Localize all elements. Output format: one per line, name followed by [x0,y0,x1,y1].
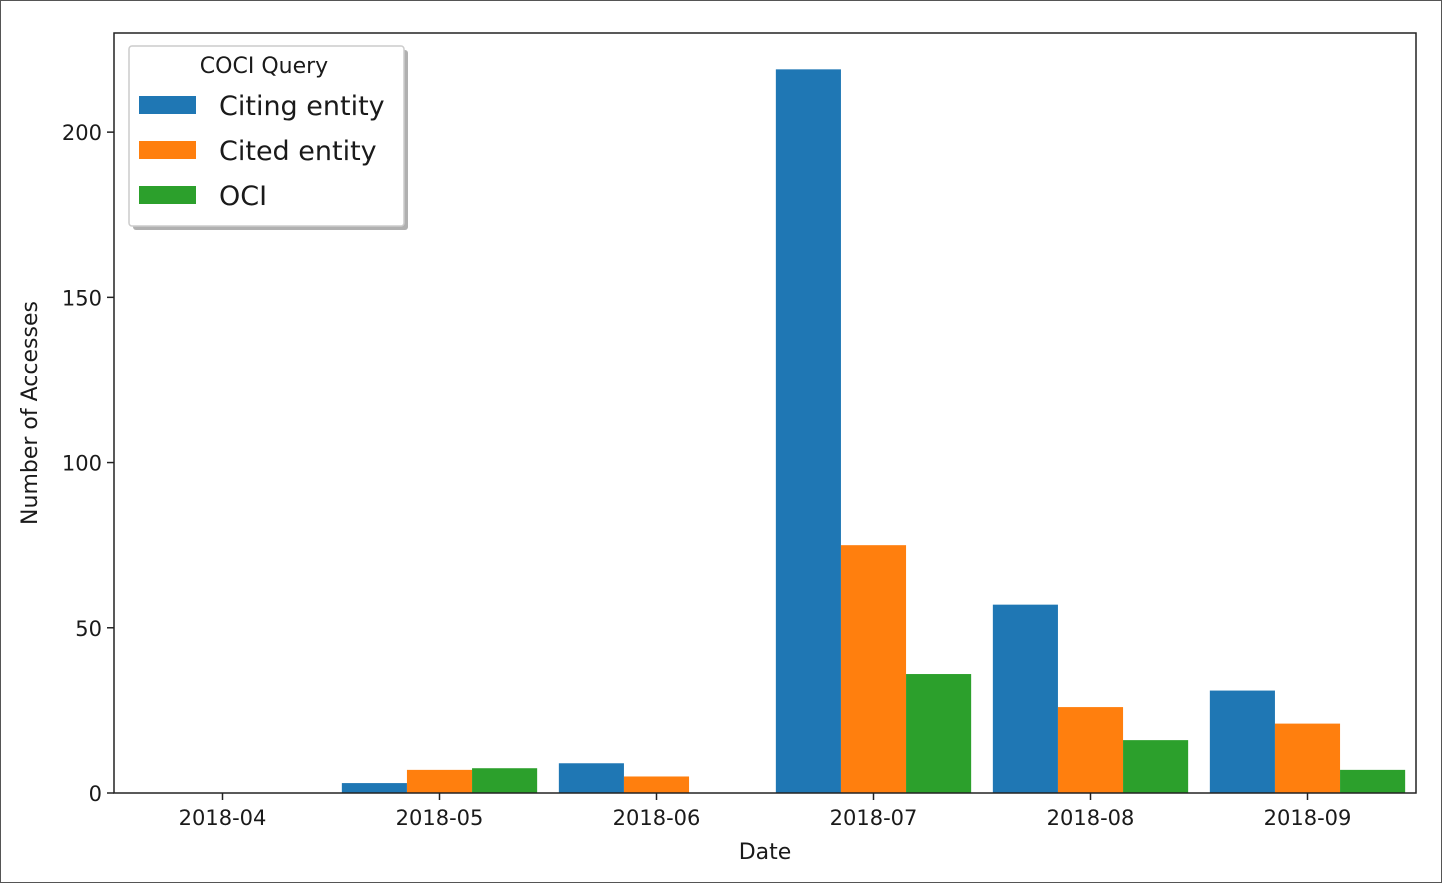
plot-border [113,32,1417,794]
legend-label-oci: OCI [219,181,267,212]
bar-oci-2018-08 [1123,740,1189,793]
bar-citing-entity-2018-07 [775,69,841,793]
legend-title: COCI Query [200,54,328,79]
legend-swatch-citing-entity [139,96,196,114]
x-tick-label: 2018-07 [830,806,918,830]
x-tick-label: 2018-06 [613,806,701,830]
legend: COCI Query Citing entity Cited entity OCI [128,45,408,230]
x-tick-label: 2018-04 [179,806,267,830]
legend-entries: Citing entity Cited entity OCI [139,91,385,212]
bar-citing-entity-2018-08 [992,604,1058,793]
bar-cited-entity-2018-09 [1274,723,1341,793]
bar-oci-2018-09 [1340,769,1406,793]
bar-citing-entity-2018-09 [1209,690,1275,793]
x-axis-label: Date [739,840,792,865]
bar-citing-entity-2018-05 [341,783,407,793]
y-tick-label: 0 [89,782,102,806]
y-tick-label: 200 [62,121,102,145]
bar-oci-2018-05 [472,768,538,793]
legend-label-citing-entity: Citing entity [219,91,385,122]
y-tick-label: 100 [62,452,102,476]
bar-cited-entity-2018-06 [623,776,690,793]
bar-cited-entity-2018-08 [1057,707,1124,793]
legend-box [128,45,405,227]
x-tick-label: 2018-08 [1047,806,1135,830]
x-tick-label: 2018-09 [1264,806,1352,830]
y-axis: 0 50 100 150 200 [62,121,114,806]
bars-group [341,69,1406,793]
x-tick-label: 2018-05 [396,806,484,830]
x-axis: 2018-04 2018-05 2018-06 2018-07 2018-08 2018-… [179,793,1352,830]
legend-label-cited-entity: Cited entity [219,136,377,167]
y-tick-label: 150 [62,286,102,310]
bar-oci-2018-07 [906,674,972,793]
legend-swatch-cited-entity [139,141,196,159]
bar-citing-entity-2018-06 [558,763,624,793]
bar-cited-entity-2018-05 [406,769,473,793]
legend-swatch-oci [139,186,196,204]
bar-cited-entity-2018-07 [840,545,907,793]
y-tick-label: 50 [75,617,102,641]
y-axis-label: Number of Accesses [18,301,43,525]
